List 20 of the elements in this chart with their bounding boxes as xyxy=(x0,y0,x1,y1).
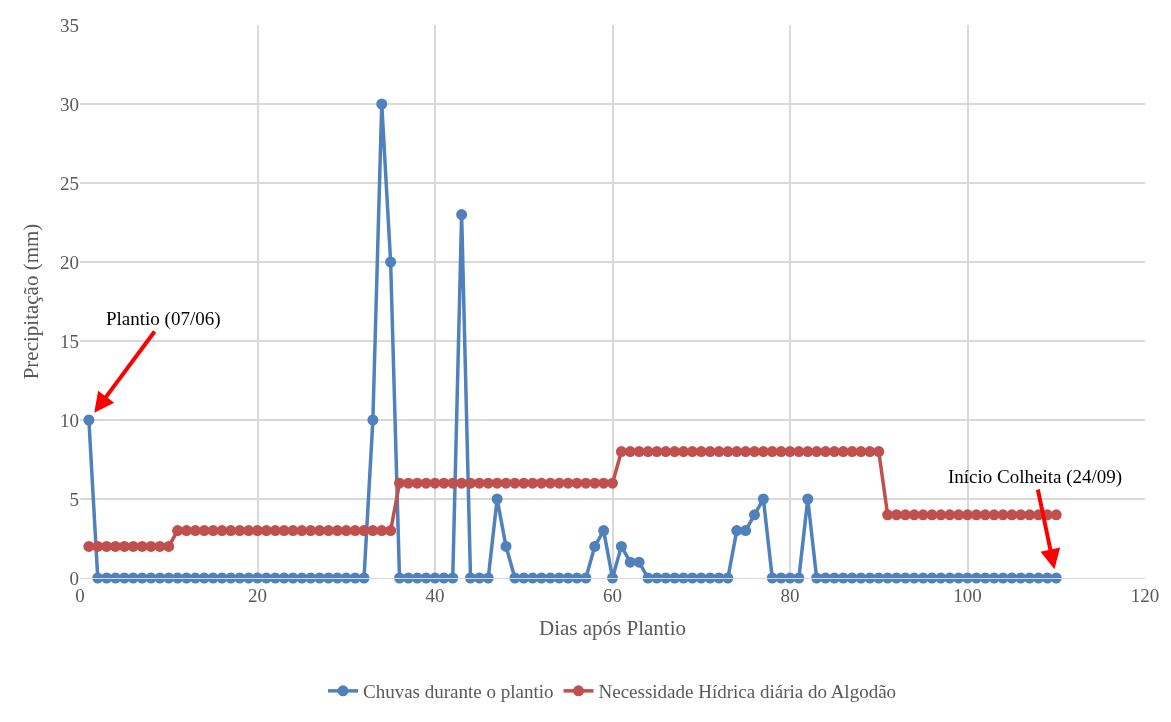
annotation: Início Colheita (24/09) xyxy=(948,466,1123,488)
x-axis-title: Dias após Plantio xyxy=(539,616,686,640)
y-tick-label: 0 xyxy=(69,567,79,589)
annotation: Plantio (07/06) xyxy=(106,308,221,330)
legend-label: Necessidade Hídrica diária do Algodão xyxy=(598,681,897,703)
x-tick-label: 60 xyxy=(603,584,622,606)
legend-label: Chuvas durante o plantio xyxy=(363,681,554,703)
y-tick-label: 30 xyxy=(60,93,79,115)
x-tick-label: 120 xyxy=(1130,584,1160,606)
y-tick-label: 5 xyxy=(69,488,79,510)
x-tick-label: 80 xyxy=(780,584,800,606)
y-axis-title: Precipitação (mm) xyxy=(19,223,44,380)
y-tick-label: 20 xyxy=(60,251,79,273)
y-tick-label: 35 xyxy=(60,14,79,36)
y-tick-label: 10 xyxy=(60,409,79,431)
y-tick-label: 25 xyxy=(60,172,79,194)
y-tick-label: 15 xyxy=(60,330,79,352)
x-tick-label: 40 xyxy=(425,584,445,606)
x-tick-label: 100 xyxy=(953,584,982,606)
x-tick-label: 20 xyxy=(248,584,267,606)
